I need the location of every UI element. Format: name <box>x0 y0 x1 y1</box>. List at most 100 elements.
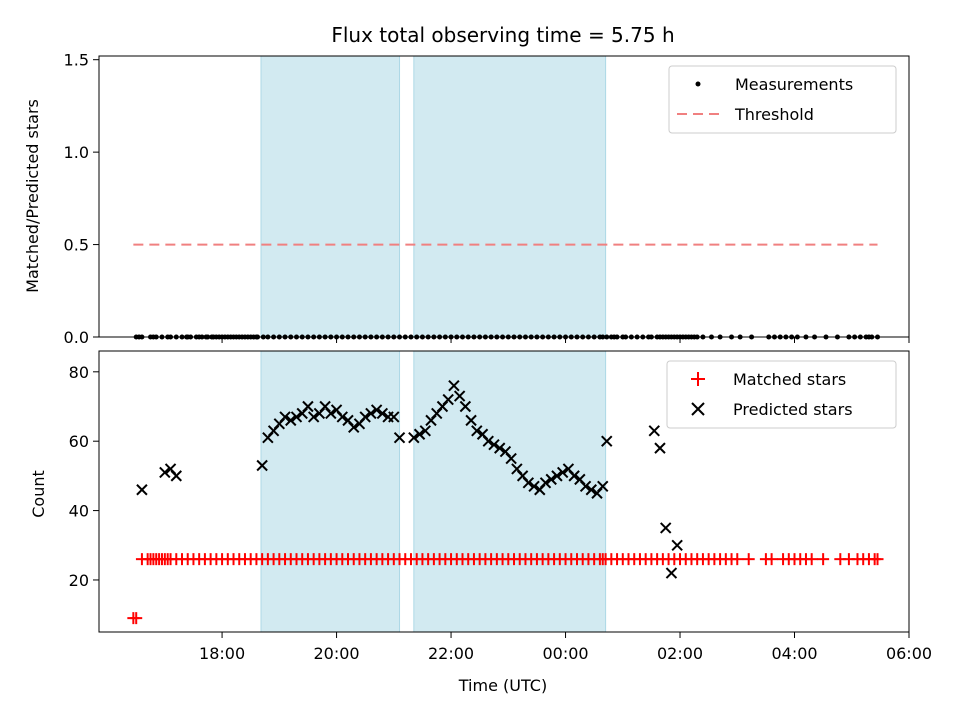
predicted-star-point <box>376 407 389 420</box>
bottom-legend: Matched stars Predicted stars <box>666 360 897 429</box>
bottom-ylabel: Count <box>29 470 48 518</box>
predicted-x-b <box>597 480 609 493</box>
legend-matched: Matched stars <box>733 370 846 389</box>
observing-interval-bottom-0 <box>260 350 401 633</box>
predicted-x-b <box>325 407 337 420</box>
predicted-star-point <box>408 432 420 444</box>
predicted-x-b <box>453 390 466 402</box>
predicted-x-b <box>159 466 171 479</box>
matched-star-point <box>742 553 755 566</box>
legend-measurements: Measurements <box>735 75 853 94</box>
predicted-x-b <box>359 411 371 423</box>
predicted-star-point <box>471 425 483 437</box>
predicted-star-point <box>465 414 477 427</box>
bottom-legend-box <box>666 360 897 429</box>
predicted-star-point <box>302 400 314 413</box>
chart-title: Flux total observing time = 5.75 h <box>331 23 674 47</box>
predicted-x-b <box>505 452 517 465</box>
predicted-x-b <box>408 432 420 444</box>
predicted-x-b <box>568 470 580 482</box>
xtick-label: 02:00 <box>657 644 703 663</box>
predicted-star-point <box>493 442 506 454</box>
predicted-star-point <box>448 379 460 392</box>
predicted-x-b <box>574 473 586 486</box>
bottom-ytick-label: 60 <box>69 432 89 451</box>
predicted-x-b <box>516 470 529 482</box>
predicted-x-b <box>522 477 535 489</box>
predicted-x-b <box>442 393 454 406</box>
bottom-axes-frame <box>98 350 910 633</box>
xtick-label: 04:00 <box>771 644 817 663</box>
predicted-x-b <box>136 484 148 496</box>
matched-star-point <box>817 553 830 566</box>
predicted-x-b <box>562 463 575 475</box>
matched-legend-marker <box>691 372 705 386</box>
observing-interval-bottom-1 <box>413 350 607 633</box>
predicted-star-point <box>419 425 431 437</box>
bottom-ytick-label: 80 <box>69 363 89 382</box>
measurements-legend-marker <box>695 81 701 87</box>
predicted-star-point <box>568 470 580 482</box>
top-ylabel: Matched/Predicted stars <box>23 99 42 293</box>
top-panel: 0.0 0.5 1.0 1.5 Matched/Predicted stars Mea… <box>23 51 910 347</box>
predicted-star-point <box>671 539 683 551</box>
predicted-star-point <box>585 484 598 496</box>
predicted-star-point <box>528 480 540 493</box>
predicted-x-b <box>285 414 297 427</box>
predicted-x-b <box>370 404 383 416</box>
predicted-x-b <box>342 414 354 427</box>
predicted-star-point <box>505 452 517 465</box>
bottom-ytick-label: 20 <box>69 571 89 590</box>
xtick-label: 22:00 <box>428 644 474 663</box>
predicted-star-point <box>413 428 426 440</box>
predicted-x-b <box>601 435 613 447</box>
predicted-legend-marker <box>691 402 705 416</box>
xtick-label: 20:00 <box>314 644 360 663</box>
matched-star-point <box>765 553 778 566</box>
predicted-star-point <box>365 407 377 420</box>
predicted-x-b <box>170 470 182 482</box>
predicted-x-b <box>556 466 569 479</box>
predicted-star-point <box>459 400 472 413</box>
predicted-star-point <box>442 393 454 406</box>
xtick-label: 18:00 <box>199 644 245 663</box>
bottom-ytick-label: 40 <box>69 502 89 521</box>
predicted-star-point <box>648 425 660 437</box>
predicted-x-b <box>665 567 678 579</box>
predicted-x-b <box>164 463 177 475</box>
predicted-x-b <box>579 480 592 493</box>
predicted-star-point <box>601 435 613 447</box>
xtick-label: 00:00 <box>542 644 588 663</box>
top-ytick-label: 1.5 <box>64 51 89 70</box>
predicted-star-point <box>279 411 291 423</box>
legend-predicted: Predicted stars <box>733 400 853 419</box>
predicted-x-b <box>388 411 400 423</box>
predicted-star-point <box>136 484 148 496</box>
predicted-star-point <box>556 466 569 479</box>
legend-threshold: Threshold <box>734 105 814 124</box>
predicted-x-b <box>256 459 268 472</box>
observing-interval-top-0 <box>260 55 401 338</box>
predicted-star-point <box>579 480 592 493</box>
predicted-x-b <box>671 539 683 551</box>
predicted-star-point <box>660 522 672 534</box>
predicted-x-b <box>511 463 523 475</box>
top-axes-frame <box>98 55 910 338</box>
predicted-star-point <box>170 470 182 482</box>
predicted-star-point <box>393 432 406 444</box>
matched-star-point <box>805 553 818 566</box>
predicted-star-point <box>325 407 337 420</box>
predicted-x-b <box>648 425 660 437</box>
predicted-x-b <box>471 425 483 437</box>
bottom-panel: 20 40 60 80 18:00 20:00 22:00 00:00 02:00 04:00 0… <box>29 350 932 695</box>
predicted-x-b <box>307 411 320 423</box>
predicted-star-point <box>290 411 303 423</box>
predicted-x-b <box>348 421 360 434</box>
matched-star-point <box>731 553 744 566</box>
predicted-star-point <box>665 567 678 579</box>
top-legend: Measurements Threshold <box>668 65 897 134</box>
predicted-star-point <box>522 477 535 489</box>
predicted-x-b <box>488 438 500 451</box>
predicted-x-b <box>551 470 563 482</box>
